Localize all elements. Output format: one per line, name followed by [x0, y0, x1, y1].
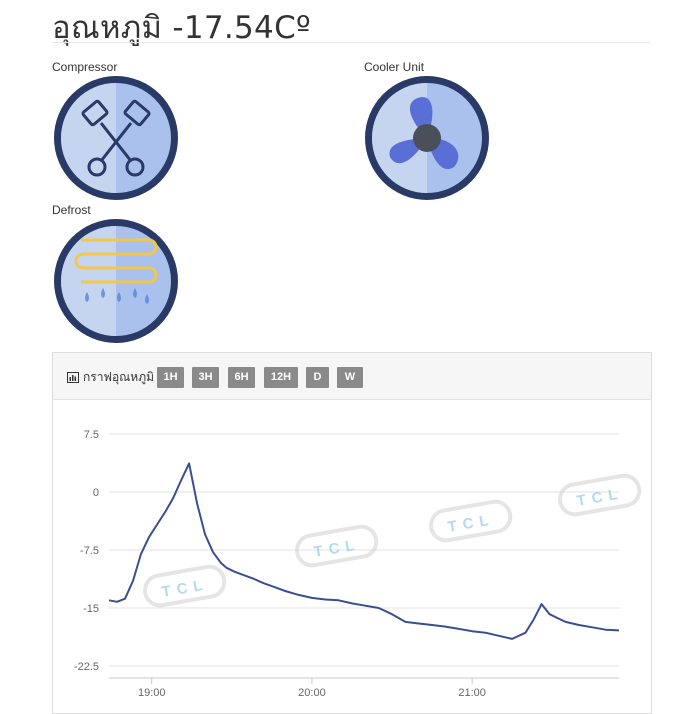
- x-tick-label: 19:00: [138, 687, 166, 699]
- temperature-graph-panel: กราฟอุณหภูมิ 1H 3H 6H 12H D W 7.5 0 -7.5 -1…: [52, 352, 652, 714]
- range-day-button[interactable]: D: [306, 367, 329, 388]
- x-tick-label: 21:00: [458, 687, 486, 699]
- page-title: อุณหภูมิ -17.54Cº: [52, 10, 311, 46]
- compressor-pistons-icon: [54, 76, 178, 200]
- range-1h-button[interactable]: 1H: [157, 367, 184, 388]
- y-tick-label: 0: [93, 487, 99, 499]
- title-divider: [52, 42, 650, 43]
- y-tick-label: -22.5: [74, 661, 99, 673]
- temperature-series-line: [108, 462, 620, 640]
- x-tick-label: 20:00: [298, 687, 326, 699]
- watermark-badge: [558, 473, 642, 517]
- temperature-line-chart: 7.50-7.5-15-22.519:00 20:00 21:00TCLTCLTCL…: [74, 429, 642, 699]
- y-tick-label: 7.5: [84, 429, 99, 441]
- y-tick-label: -15: [83, 603, 99, 615]
- range-6h-button[interactable]: 6H: [228, 367, 255, 388]
- defrost-label: Defrost: [52, 203, 91, 217]
- fan-icon: [365, 76, 489, 200]
- watermark-badge: [295, 524, 379, 568]
- range-12h-button[interactable]: 12H: [264, 367, 298, 388]
- watermark-badge: [429, 499, 513, 543]
- graph-title: กราฟอุณหภูมิ: [67, 368, 154, 387]
- compressor-label: Compressor: [52, 60, 118, 74]
- range-3h-button[interactable]: 3H: [192, 367, 219, 388]
- range-week-button[interactable]: W: [337, 367, 363, 388]
- defrost-heater-icon: [54, 219, 178, 343]
- graph-title-text: กราฟอุณหภูมิ: [83, 370, 155, 384]
- watermark-badge: [143, 564, 227, 608]
- bar-chart-icon: [67, 372, 79, 383]
- cooler-unit-label: Cooler Unit: [364, 60, 425, 74]
- graph-toolbar: กราฟอุณหภูมิ 1H 3H 6H 12H D W: [53, 353, 651, 400]
- y-tick-label: -7.5: [80, 545, 99, 557]
